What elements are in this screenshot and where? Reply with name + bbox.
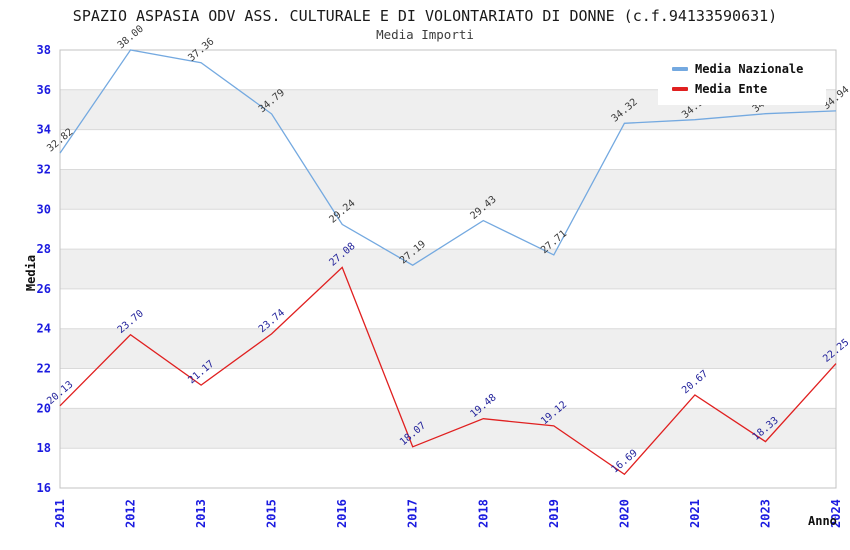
series-line-media-ente	[59, 266, 837, 476]
y-tick-label: 36	[37, 83, 51, 97]
x-tick-label: 2018	[476, 499, 490, 528]
y-tick-label: 20	[37, 401, 51, 415]
y-axis-title: Media	[24, 254, 38, 292]
x-axis-title: Anno	[808, 514, 837, 528]
x-tick-label: 2023	[758, 499, 772, 528]
y-tick-label: 22	[37, 362, 51, 376]
x-tick-label: 2019	[547, 499, 561, 528]
plot-band	[60, 328, 836, 369]
y-tick-label: 32	[37, 162, 51, 176]
x-tick-label: 2013	[194, 499, 208, 528]
plot-border	[59, 49, 837, 489]
y-tick-label: 26	[37, 282, 51, 296]
x-tick-label: 2016	[335, 499, 349, 528]
legend-swatch-media-nazionale-icon	[672, 67, 688, 71]
x-tick-label: 2012	[124, 499, 138, 528]
x-tick-label: 2021	[688, 499, 702, 528]
y-tick-label: 18	[37, 441, 51, 455]
x-tick-label: 2015	[265, 499, 279, 528]
chart-subtitle: Media Importi	[376, 27, 474, 42]
y-tick-label: 34	[37, 123, 51, 137]
chart-title: SPAZIO ASPASIA ODV ASS. CULTURALE E DI V…	[72, 7, 778, 25]
y-tick-label: 24	[37, 322, 51, 336]
x-tick-label: 2017	[406, 499, 420, 528]
y-tick-label: 38	[37, 43, 51, 57]
plot-band	[60, 249, 836, 289]
legend-swatch-media-ente-icon	[672, 87, 688, 91]
y-tick-label: 16	[37, 481, 51, 495]
value-label: 38.00	[116, 23, 146, 51]
legend-label-media-nazionale: Media Nazionale	[695, 62, 804, 76]
x-tick-label: 2011	[53, 499, 67, 528]
legend-label-media-ente: Media Ente	[695, 82, 768, 96]
legend-item-media-ente: Media Ente	[672, 79, 826, 99]
legend: Media Nazionale Media Ente	[658, 53, 826, 105]
series-line-media-nazionale	[59, 49, 837, 266]
y-tick-label: 28	[37, 242, 51, 256]
legend-item-media-nazionale: Media Nazionale	[672, 59, 826, 79]
plot-band	[60, 408, 836, 449]
x-tick-label: 2020	[617, 499, 631, 528]
x-tick-label: 2024	[829, 499, 843, 528]
plot-band	[60, 169, 836, 210]
value-label: 20.67	[680, 369, 710, 397]
y-tick-label: 30	[37, 202, 51, 216]
